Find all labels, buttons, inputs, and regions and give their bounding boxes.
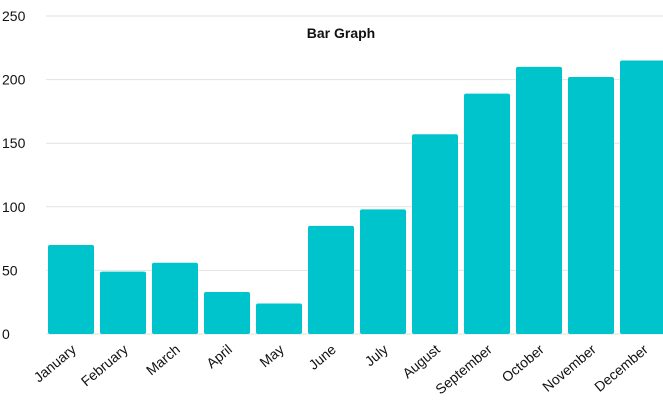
y-tick-label: 50 [2, 262, 18, 278]
x-tick-label: February [78, 341, 131, 389]
x-tick-label: September [432, 341, 495, 397]
bar-september [464, 93, 510, 334]
bars [48, 60, 663, 334]
bar-january [48, 244, 94, 334]
y-tick-label: 250 [2, 8, 26, 24]
x-tick-label: March [143, 341, 183, 378]
y-axis-ticks: 0 50 100 150 200 250 [2, 8, 26, 342]
bar-august [412, 134, 458, 334]
bar-march [152, 262, 198, 334]
bar-april [204, 292, 250, 334]
bar-july [360, 209, 406, 334]
y-tick-label: 200 [2, 72, 26, 88]
x-tick-label: August [399, 341, 443, 381]
x-tick-label: December [591, 341, 651, 395]
y-tick-label: 150 [2, 135, 26, 151]
chart-title: Bar Graph [307, 25, 375, 41]
y-tick-label: 100 [2, 199, 26, 215]
bar-december [620, 60, 663, 334]
bar-may [256, 303, 302, 334]
bar-february [100, 271, 146, 334]
x-tick-label: November [539, 341, 599, 395]
bar-october [516, 66, 562, 334]
bar-june [308, 225, 354, 334]
gridlines [46, 15, 663, 335]
x-tick-label: April [203, 341, 235, 371]
x-tick-label: January [30, 341, 78, 385]
x-tick-label: May [256, 341, 287, 370]
x-tick-label: June [305, 341, 339, 373]
x-tick-label: July [362, 341, 391, 369]
y-tick-label: 0 [2, 326, 10, 342]
x-tick-label: October [498, 341, 547, 385]
bar-november [568, 77, 614, 334]
